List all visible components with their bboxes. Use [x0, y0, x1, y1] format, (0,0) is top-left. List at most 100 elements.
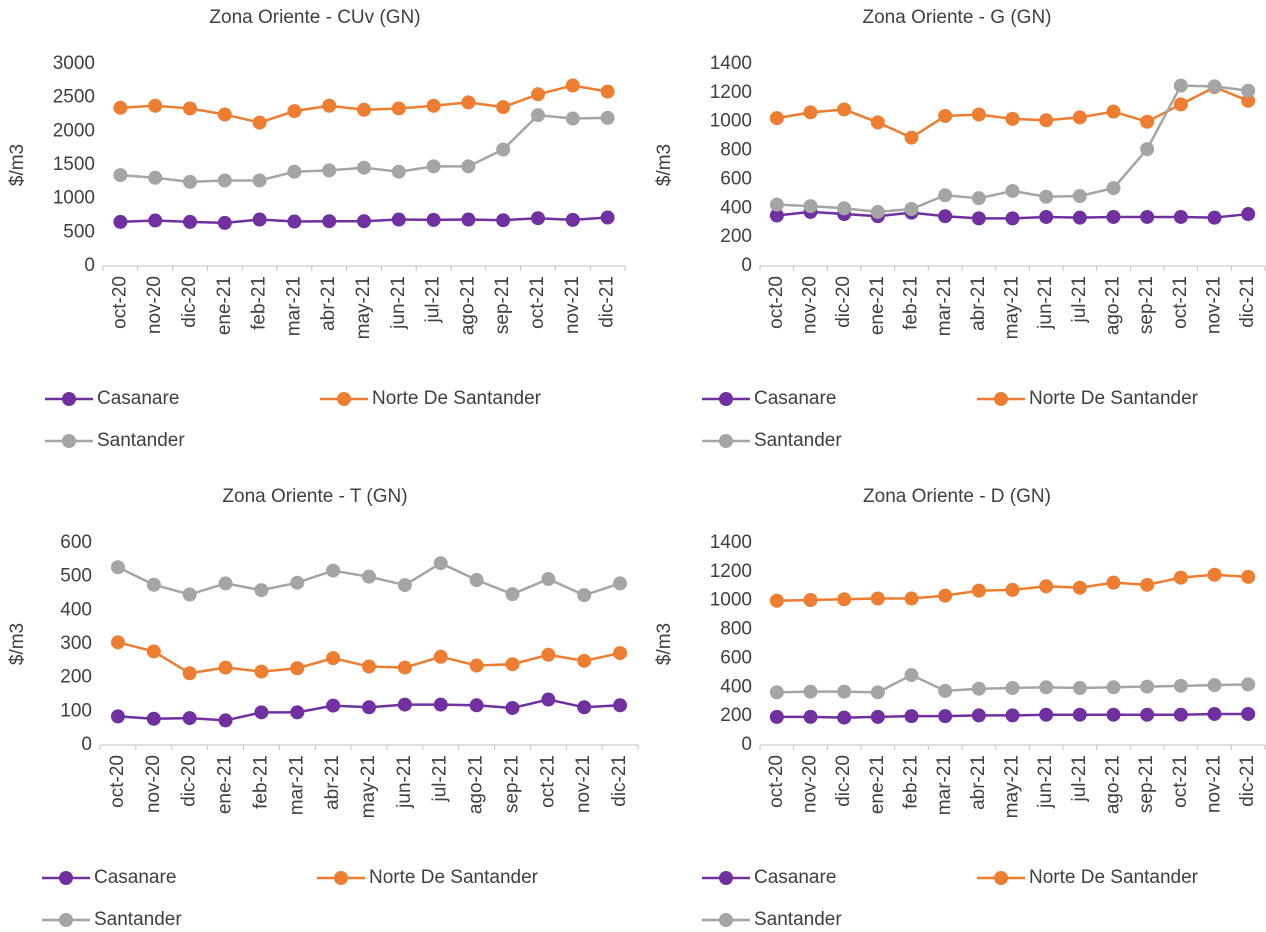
x-tick-label: dic-20 [833, 755, 854, 807]
chart-title: Zona Oriente - G (GN) [863, 7, 1052, 28]
data-point [290, 661, 305, 676]
data-point [1072, 210, 1087, 225]
data-point [541, 647, 556, 662]
data-point [904, 591, 919, 606]
x-tick-label: ago-21 [466, 755, 487, 814]
data-point [182, 666, 197, 681]
data-point [600, 110, 615, 125]
legend-label: Santander [97, 430, 185, 451]
x-tick-label: nov-21 [1204, 276, 1225, 334]
legend-marker [334, 871, 348, 885]
data-point [565, 212, 580, 227]
data-point [290, 705, 305, 720]
data-point [146, 577, 161, 592]
data-point [254, 664, 269, 679]
data-point [1207, 706, 1222, 721]
data-point [287, 164, 302, 179]
data-point [183, 174, 197, 189]
data-point [1072, 189, 1087, 204]
x-tick-label: nov-21 [1204, 755, 1225, 813]
data-point [461, 159, 476, 174]
data-point [362, 569, 376, 584]
data-point [1106, 707, 1121, 722]
data-point [1173, 678, 1188, 693]
x-tick-label: jun-21 [1035, 276, 1056, 330]
data-point [938, 108, 953, 123]
x-tick-label: ene-21 [867, 755, 888, 814]
data-point [577, 700, 592, 715]
data-point [938, 188, 953, 203]
data-point [217, 215, 232, 230]
data-point [938, 709, 953, 724]
legend-marker [719, 871, 733, 885]
data-point [357, 160, 371, 175]
x-tick-label: nov-20 [800, 755, 821, 813]
data-point [837, 684, 852, 699]
data-point [541, 572, 556, 587]
y-tick-label: 1000 [53, 188, 95, 209]
data-point [496, 213, 511, 228]
legend-label: Casanare [97, 388, 179, 409]
data-point [254, 705, 269, 720]
legend-marker [59, 871, 73, 885]
y-tick-label: 500 [63, 221, 95, 242]
x-tick-label: feb-21 [901, 276, 922, 330]
data-point [613, 698, 628, 713]
legend-label: Santander [754, 430, 842, 451]
x-tick-label: nov-21 [562, 276, 583, 334]
data-point [904, 709, 919, 724]
data-point [1140, 707, 1155, 722]
data-point [505, 657, 520, 672]
data-point [971, 583, 986, 598]
y-tick-label: 200 [720, 705, 752, 726]
chart-title: Zona Oriente - D (GN) [863, 486, 1051, 507]
legend-marker [62, 392, 76, 406]
x-tick-label: oct-21 [1170, 276, 1191, 329]
x-tick-label: oct-20 [109, 276, 130, 329]
data-point [531, 87, 545, 102]
data-point [362, 700, 376, 715]
data-point [357, 102, 371, 117]
data-point [1173, 209, 1188, 224]
data-point [1140, 142, 1155, 157]
x-tick-label: mar-21 [283, 276, 304, 336]
data-point [577, 588, 592, 603]
data-point [1140, 114, 1155, 129]
data-point [613, 646, 628, 661]
data-point [182, 587, 197, 602]
x-tick-label: dic-20 [833, 276, 854, 328]
chart-title: Zona Oriente - T (GN) [222, 486, 407, 507]
data-point [426, 212, 441, 227]
y-tick-label: 1200 [710, 82, 752, 103]
x-tick-label: jun-21 [1035, 755, 1056, 809]
data-point [1005, 211, 1020, 226]
data-point [1140, 679, 1155, 694]
y-tick-label: 1400 [710, 532, 752, 553]
data-point [1039, 209, 1054, 224]
data-point [217, 107, 232, 122]
data-point [1173, 707, 1188, 722]
data-point [565, 111, 580, 126]
data-point [837, 102, 852, 117]
data-point [971, 681, 986, 696]
x-tick-label: mar-21 [286, 755, 307, 815]
data-point [769, 197, 784, 212]
x-tick-label: oct-21 [527, 276, 548, 329]
chart: Zona Oriente - G (GN) $/m3 0 200 400 600 800 10… [654, 7, 1266, 451]
data-point [1173, 570, 1188, 585]
y-tick-label: 1500 [53, 154, 95, 175]
y-tick-label: 0 [81, 734, 92, 755]
x-tick-label: dic-21 [609, 755, 630, 807]
y-tick-label: 100 [60, 700, 92, 721]
data-point [1106, 181, 1121, 196]
chart: Zona Oriente - D (GN) $/m3 0 200 400 600 800 10… [654, 486, 1266, 930]
data-point [938, 683, 953, 698]
y-axis-label: $/m3 [654, 144, 675, 186]
y-axis-label: $/m3 [7, 144, 28, 186]
data-point [461, 95, 476, 110]
y-tick-label: 1200 [710, 561, 752, 582]
data-point [397, 578, 412, 593]
data-point [391, 101, 406, 116]
legend-label: Norte De Santander [369, 867, 539, 888]
